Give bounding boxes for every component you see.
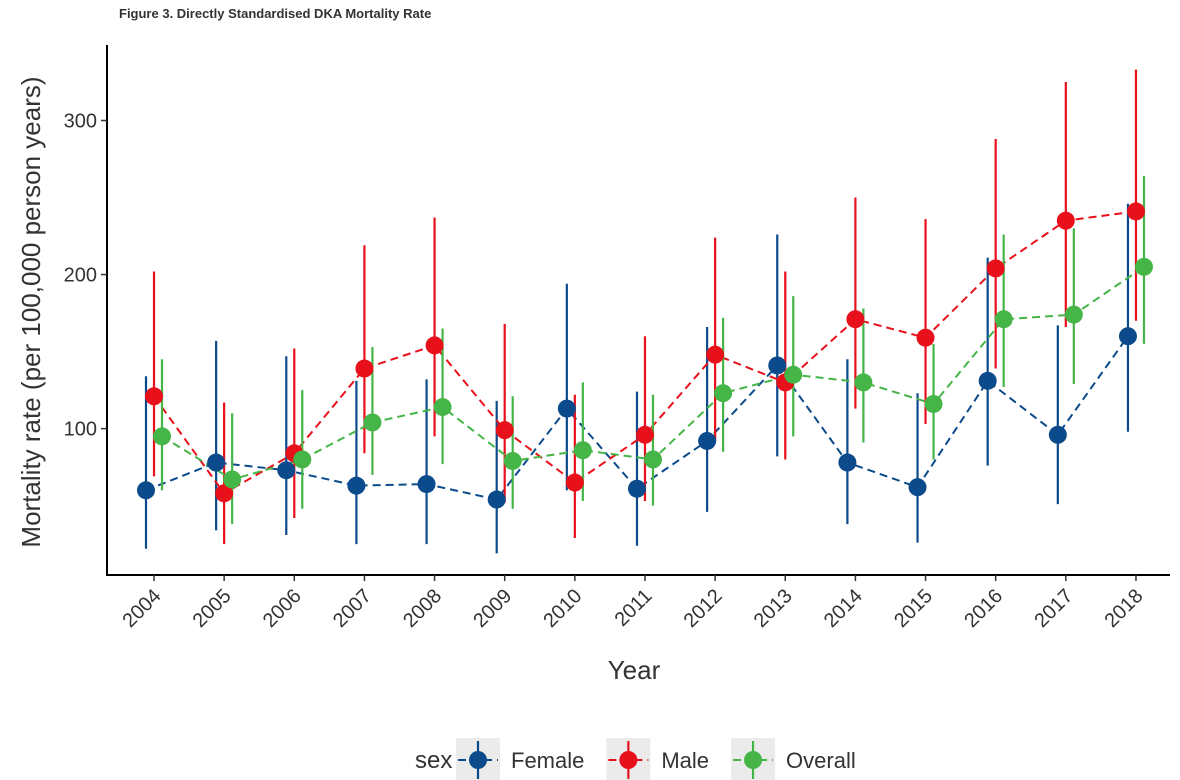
point bbox=[293, 450, 312, 469]
point bbox=[908, 478, 927, 497]
point bbox=[207, 453, 226, 472]
point bbox=[503, 451, 522, 470]
point bbox=[1126, 202, 1145, 221]
point bbox=[425, 336, 444, 355]
point bbox=[557, 399, 576, 418]
point bbox=[355, 359, 374, 378]
y-tick-label: 200 bbox=[64, 265, 97, 287]
point bbox=[706, 345, 725, 364]
chart-title: Figure 3. Directly Standardised DKA Mort… bbox=[119, 6, 431, 21]
point bbox=[978, 371, 997, 390]
y-axis-title: Mortality rate (per 100,000 person years… bbox=[16, 76, 46, 547]
point bbox=[137, 481, 155, 500]
x-tick-label: 2008 bbox=[399, 585, 446, 632]
x-tick-label: 2007 bbox=[329, 585, 376, 632]
x-tick-label: 2013 bbox=[750, 585, 797, 632]
point bbox=[714, 384, 733, 403]
x-tick-label: 2011 bbox=[611, 585, 657, 631]
legend-key-point bbox=[619, 751, 638, 769]
point bbox=[924, 394, 943, 413]
point bbox=[1118, 327, 1137, 346]
x-tick-label: 2006 bbox=[259, 585, 306, 632]
point bbox=[223, 470, 242, 489]
legend-label: Overall bbox=[786, 748, 856, 773]
point bbox=[627, 479, 646, 498]
legend-label: Female bbox=[511, 748, 584, 773]
point bbox=[698, 431, 717, 450]
x-tick-label: 2004 bbox=[119, 585, 166, 632]
legend-key-point bbox=[744, 751, 763, 769]
point bbox=[215, 484, 234, 503]
point bbox=[363, 413, 382, 432]
x-tick-label: 2012 bbox=[680, 585, 727, 632]
point bbox=[1064, 305, 1083, 324]
x-axis-title: Year bbox=[608, 655, 661, 685]
point bbox=[347, 476, 366, 495]
x-tick-label: 2018 bbox=[1100, 585, 1147, 632]
point bbox=[1048, 425, 1067, 444]
point bbox=[145, 387, 163, 406]
point bbox=[986, 259, 1005, 278]
point bbox=[565, 473, 584, 492]
x-tick-label: 2005 bbox=[189, 585, 236, 632]
point bbox=[1134, 257, 1153, 276]
point bbox=[635, 425, 654, 444]
point bbox=[838, 453, 857, 472]
x-tick-label: 2009 bbox=[469, 585, 516, 632]
point bbox=[854, 373, 873, 392]
point bbox=[768, 356, 787, 375]
point bbox=[1056, 211, 1075, 230]
x-tick-label: 2017 bbox=[1030, 585, 1077, 632]
x-tick-label: 2015 bbox=[890, 585, 937, 632]
point bbox=[417, 475, 436, 494]
point bbox=[433, 398, 452, 417]
point bbox=[153, 427, 171, 446]
point bbox=[277, 461, 296, 480]
series-line bbox=[145, 335, 1129, 501]
point bbox=[784, 365, 803, 384]
point bbox=[573, 441, 592, 460]
point bbox=[916, 328, 935, 347]
legend-title: sex bbox=[415, 747, 452, 774]
point bbox=[495, 421, 514, 440]
point bbox=[643, 450, 662, 469]
point bbox=[994, 310, 1013, 329]
legend-label: Male bbox=[661, 748, 709, 773]
point bbox=[487, 490, 506, 509]
x-tick-label: 2014 bbox=[820, 585, 867, 632]
x-tick-label: 2016 bbox=[960, 585, 1007, 632]
legend-key-point bbox=[469, 751, 487, 769]
y-tick-label: 300 bbox=[64, 110, 97, 132]
y-tick-label: 100 bbox=[64, 419, 97, 441]
x-tick-label: 2010 bbox=[539, 585, 586, 632]
point bbox=[846, 310, 865, 329]
